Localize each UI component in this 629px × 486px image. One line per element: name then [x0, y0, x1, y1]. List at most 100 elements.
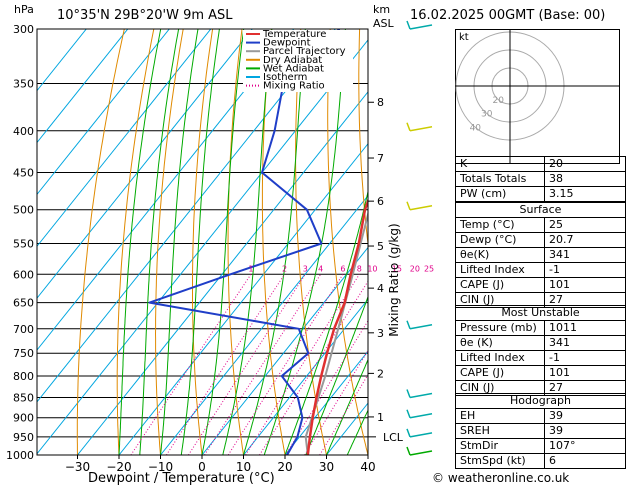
- dry-adiabat-line: [116, 29, 155, 455]
- km-tick-label: 1: [377, 411, 384, 424]
- pressure-tick-label: 700: [13, 323, 34, 336]
- wind-barb-flag: [406, 201, 411, 211]
- mixing-ratio-label: 8: [357, 264, 362, 273]
- hodograph-title: Hodograph: [455, 393, 626, 409]
- km-tick-label: 7: [377, 152, 384, 165]
- mixing-ratio-line: [187, 274, 306, 455]
- surface-value: 101: [544, 277, 626, 293]
- km-unit-label: km ASL: [373, 3, 394, 31]
- unstable-value: 1011: [544, 320, 626, 336]
- mixing-ratio-label: 4: [318, 264, 323, 273]
- index-value: 3.15: [544, 186, 626, 202]
- isotherm-line: [37, 29, 212, 248]
- dry-adiabat-line: [358, 29, 368, 249]
- mixing-ratio-label: 10: [367, 264, 377, 273]
- mixing-ratio-label: 1: [248, 264, 253, 273]
- km-tick-label: 5: [377, 240, 384, 253]
- hodograph-table: Hodograph EH 39 SREH 39 StmDir 107° StmSpd …: [455, 393, 626, 469]
- parcel-trajectory-line: [304, 210, 368, 455]
- pressure-tick-label: 1000: [6, 449, 34, 462]
- km-tick-label: 8: [377, 96, 384, 109]
- surface-key: Temp (°C): [455, 217, 545, 233]
- pressure-tick-label: 900: [13, 412, 34, 425]
- dewpoint-line: [148, 29, 341, 455]
- km-tick-label: 3: [377, 327, 384, 340]
- dry-adiabat-line: [192, 29, 214, 455]
- unstable-key: Pressure (mb): [455, 320, 545, 336]
- wet-adiabat-line: [139, 29, 180, 455]
- credit-text: © weatheronline.co.uk: [432, 471, 570, 485]
- datetime-title: 16.02.2025 00GMT (Base: 00): [410, 8, 606, 23]
- wind-barb-flag: [406, 122, 411, 132]
- surface-value: -1: [544, 262, 626, 278]
- wet-adiabat-line: [180, 29, 220, 455]
- x-tick-label: 0: [198, 460, 206, 474]
- isotherm-line: [118, 142, 368, 455]
- pressure-tick-label: 500: [13, 204, 34, 217]
- index-name: Totals Totals: [455, 171, 545, 187]
- isotherm-line: [160, 194, 368, 455]
- surface-title: Surface: [455, 202, 626, 218]
- x-axis-label: Dewpoint / Temperature (°C): [88, 471, 275, 486]
- wind-barb-flag: [406, 20, 411, 30]
- lcl-label: LCL: [383, 431, 404, 444]
- mixing-ratio-label: 25: [424, 264, 434, 273]
- pressure-tick-label: 750: [13, 347, 34, 360]
- isotherm-line: [37, 29, 170, 196]
- wind-barb-flag: [406, 446, 411, 456]
- pressure-tick-label: 850: [13, 391, 34, 404]
- pressure-tick-label: 550: [13, 237, 34, 250]
- legend-label: Dewpoint: [263, 38, 311, 49]
- km-tick-label: 6: [377, 195, 384, 208]
- mixing-ratio-label: 15: [392, 264, 402, 273]
- mixing-ratio-label: 20: [410, 264, 420, 273]
- km-tick-label: 4: [377, 282, 384, 295]
- x-tick-label: −30: [65, 460, 90, 474]
- pressure-tick-label: 400: [13, 125, 34, 138]
- legend-label: Parcel Trajectory: [263, 46, 346, 57]
- unstable-key: θe (K): [455, 335, 545, 351]
- wind-barb-flag: [406, 409, 411, 418]
- x-tick-label: −10: [148, 460, 173, 474]
- hodograph-value: 107°: [544, 438, 626, 454]
- hodograph-key: StmSpd (kt): [455, 453, 545, 469]
- isotherm-line: [284, 350, 368, 455]
- pressure-tick-label: 600: [13, 268, 34, 281]
- hodograph-value: 39: [544, 423, 626, 439]
- unstable-key: CAPE (J): [455, 365, 545, 381]
- dry-adiabat-line: [227, 29, 244, 455]
- pressure-tick-label: 800: [13, 370, 34, 383]
- pressure-unit-label: hPa: [14, 3, 34, 16]
- pressure-tick-label: 950: [13, 431, 34, 444]
- legend-label: Wet Adiabat: [263, 63, 324, 74]
- mixing-ratio-line: [227, 274, 344, 455]
- pressure-tick-label: 300: [13, 23, 34, 36]
- hodograph-value: 6: [544, 453, 626, 469]
- km-tick-label: 2: [377, 367, 384, 380]
- legend-label: Mixing Ratio: [263, 81, 325, 92]
- mixing-ratio-axis-label: Mixing Ratio (g/kg): [387, 223, 401, 336]
- hodograph-key: SREH: [455, 423, 545, 439]
- surface-key: Lifted Index: [455, 262, 545, 278]
- wind-barb-shaft: [409, 392, 433, 399]
- hodograph-value: 39: [544, 408, 626, 424]
- x-tick-label: 30: [319, 460, 334, 474]
- dry-adiabat-line: [261, 29, 286, 455]
- dry-adiabat-line: [76, 29, 125, 455]
- wet-adiabat-line: [263, 29, 346, 455]
- surface-key: Dewp (°C): [455, 232, 545, 248]
- pressure-tick-label: 650: [13, 297, 34, 310]
- wind-barb-shaft: [409, 126, 433, 132]
- legend-box: [243, 30, 353, 92]
- isotherm-line: [37, 29, 129, 144]
- isotherm-line: [77, 91, 368, 455]
- wet-adiabat-line: [222, 29, 273, 455]
- hodograph-ring-label: 20: [493, 96, 505, 106]
- wind-barb-shaft: [409, 432, 433, 438]
- index-value: 38: [544, 171, 626, 187]
- mixing-ratio-label: 3: [303, 264, 308, 273]
- index-name: PW (cm): [455, 186, 545, 202]
- pressure-tick-label: 450: [13, 166, 34, 179]
- wet-adiabat-line: [305, 295, 368, 455]
